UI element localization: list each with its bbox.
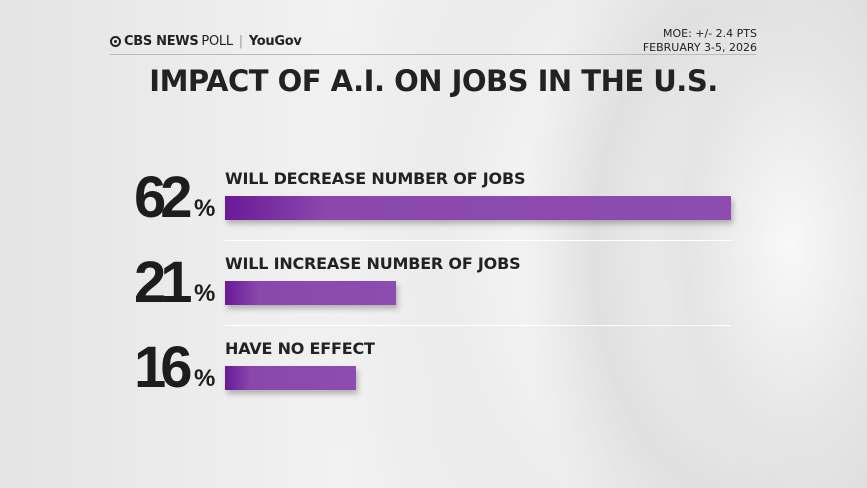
percent-sign: % xyxy=(194,365,215,392)
value-label: 16 xyxy=(134,335,193,400)
bar xyxy=(225,281,397,305)
poll-meta: MOE: +/- 2.4 PTS FEBRUARY 3-5, 2026 xyxy=(643,27,757,55)
bar-row: 21 % WILL INCREASE NUMBER OF JOBS xyxy=(0,254,867,314)
poll-label: POLL xyxy=(201,34,233,49)
yougov-logo: YouGov xyxy=(248,34,302,49)
bar-row: 16 % HAVE NO EFFECT xyxy=(0,339,867,399)
percent-sign: % xyxy=(194,195,215,222)
category-label: HAVE NO EFFECT xyxy=(225,339,375,358)
cbs-eye-icon xyxy=(110,36,121,47)
value-label: 21 xyxy=(134,250,193,315)
chart-title: IMPACT OF A.I. ON JOBS IN THE U.S. xyxy=(149,64,718,98)
category-label: WILL INCREASE NUMBER OF JOBS xyxy=(225,254,521,273)
brand: CBS NEWS xyxy=(124,34,199,49)
moe: MOE: +/- 2.4 PTS xyxy=(662,27,757,40)
row-divider xyxy=(225,325,731,326)
header-divider xyxy=(110,54,756,55)
category-label: WILL DECREASE NUMBER OF JOBS xyxy=(225,169,526,188)
separator: | xyxy=(238,34,243,49)
bar-row: 62 % WILL DECREASE NUMBER OF JOBS xyxy=(0,169,867,229)
bar xyxy=(225,366,356,390)
cbs-news-poll-logo: CBS NEWS POLL | YouGov xyxy=(110,34,302,49)
dates: FEBRUARY 3-5, 2026 xyxy=(642,41,757,54)
value-label: 62 xyxy=(134,165,193,230)
bar xyxy=(225,196,731,220)
row-divider xyxy=(225,240,731,241)
percent-sign: % xyxy=(194,280,215,307)
